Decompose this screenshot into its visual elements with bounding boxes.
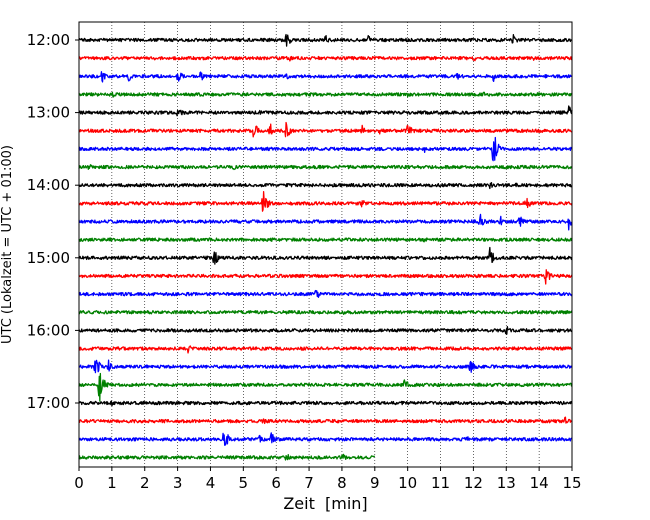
trace-1215	[78, 55, 573, 62]
trace-1245	[78, 91, 573, 98]
y-axis-title: UTC (Lokalzeit = UTC + 01:00)	[0, 145, 15, 344]
x-tick-label: 0	[74, 474, 84, 492]
trace-1700	[78, 400, 573, 407]
x-tick-label: 15	[562, 474, 581, 492]
x-tick-label: 3	[173, 474, 183, 492]
trace-1200	[78, 33, 573, 47]
trace-1445	[78, 237, 573, 243]
trace-1615	[78, 345, 573, 354]
trace-1630	[78, 359, 573, 374]
x-tick-label: 7	[304, 474, 314, 492]
x-tick-label: 4	[206, 474, 216, 492]
y-tick-label: 15:00	[27, 249, 70, 267]
trace-1745	[78, 453, 376, 461]
x-tick-label: 14	[530, 474, 549, 492]
trace-1545	[78, 309, 573, 315]
trace-1330	[78, 136, 573, 162]
x-tick-label: 9	[370, 474, 380, 492]
trace-1400	[78, 181, 573, 190]
trace-1530	[78, 289, 573, 298]
trace-1230	[78, 71, 573, 83]
x-tick-label: 6	[271, 474, 281, 492]
x-tick-label: 5	[239, 474, 249, 492]
trace-lines	[78, 33, 573, 461]
x-tick-label: 13	[497, 474, 516, 492]
y-tick-label: 17:00	[27, 394, 70, 412]
trace-1600	[78, 326, 573, 335]
x-tick-label: 2	[140, 474, 150, 492]
x-tick-label: 12	[464, 474, 483, 492]
x-tick-label: 8	[337, 474, 347, 492]
trace-1645	[78, 372, 573, 402]
trace-1345	[78, 164, 573, 171]
x-tick-label: 1	[107, 474, 117, 492]
trace-1515	[78, 269, 573, 285]
plot-area-frame	[78, 21, 573, 468]
trace-1430	[78, 213, 573, 231]
x-axis-ticks: 0 1 2 3 4 5 6 7 8 9 10 11 12 13 14 15	[74, 467, 582, 492]
y-tick-label: 13:00	[27, 104, 70, 122]
x-tick-label: 11	[431, 474, 450, 492]
x-tick-label: 10	[398, 474, 417, 492]
trace-1300	[78, 105, 573, 117]
y-axis-ticks: 12:00 13:00 14:00 15:00 16:00 17:00	[27, 31, 79, 412]
trace-1415	[78, 191, 573, 212]
x-axis-title: Zeit [min]	[283, 494, 367, 513]
trace-1730	[78, 432, 573, 446]
grid-lines	[111, 22, 540, 467]
trace-1315	[78, 121, 573, 138]
y-tick-label: 12:00	[27, 31, 70, 49]
y-tick-label: 14:00	[27, 176, 70, 194]
trace-1715	[78, 416, 573, 425]
trace-1500	[78, 246, 573, 265]
y-tick-label: 16:00	[27, 321, 70, 339]
